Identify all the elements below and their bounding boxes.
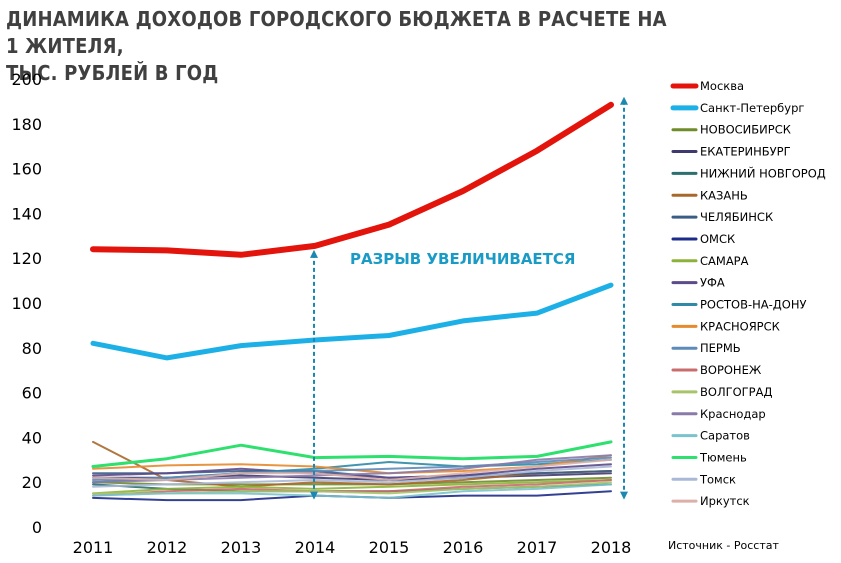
y-tick-label: 160 <box>11 160 42 179</box>
series-line-13 <box>92 456 612 481</box>
series-line-14 <box>92 479 612 497</box>
series-line-2 <box>90 282 614 361</box>
legend-label: ЧЕЛЯБИНСК <box>700 210 773 224</box>
legend: Москва Санкт-Петербург НОВОСИБИРСК ЕКАТЕРИН… <box>670 79 826 508</box>
y-tick-label: 200 <box>11 70 42 89</box>
series-line-10 <box>92 463 612 479</box>
x-tick-label: 2014 <box>295 538 336 557</box>
series-lines <box>90 101 614 502</box>
y-axis-ticks: 0 20 40 60 80 100 120 140 160 180 200 <box>11 70 42 537</box>
chart-title: ДИНАМИКА ДОХОДОВ ГОРОДСКОГО БЮДЖЕТА В РА… <box>6 6 672 87</box>
legend-label: Санкт-Петербург <box>700 101 804 115</box>
series-line-1 <box>90 101 614 258</box>
legend-label: ОМСК <box>700 232 735 246</box>
legend-label: УФА <box>700 276 725 290</box>
y-tick-label: 80 <box>22 339 42 358</box>
legend-label: КРАСНОЯРСК <box>700 319 780 333</box>
legend-label: Томск <box>699 472 736 486</box>
y-tick-label: 120 <box>11 249 42 268</box>
series-line-17 <box>92 483 612 499</box>
gap-arrows <box>310 96 628 500</box>
legend-label: ПЕРМЬ <box>700 341 741 355</box>
y-tick-label: 60 <box>22 384 42 403</box>
x-tick-label: 2011 <box>73 538 114 557</box>
series-line-9 <box>92 479 612 495</box>
x-tick-label: 2018 <box>591 538 632 557</box>
legend-label: КАЗАНЬ <box>700 188 748 202</box>
legend-label: ВОЛГОГРАД <box>700 385 772 399</box>
y-tick-label: 40 <box>22 428 42 447</box>
legend-label: РОСТОВ-НА-ДОНУ <box>700 298 807 312</box>
x-tick-label: 2012 <box>147 538 188 557</box>
legend-label: Москва <box>700 79 744 93</box>
x-tick-label: 2016 <box>443 538 484 557</box>
x-tick-label: 2013 <box>221 538 262 557</box>
y-tick-label: 100 <box>11 294 42 313</box>
x-tick-label: 2017 <box>517 538 558 557</box>
series-line-19 <box>92 465 612 488</box>
legend-label: САМАРА <box>700 254 749 268</box>
series-line-20 <box>92 458 612 481</box>
legend-label: Иркутск <box>700 494 750 508</box>
legend-label: ЕКАТЕРИНБУРГ <box>700 145 791 159</box>
gap-annotation: РАЗРЫВ УВЕЛИЧИВАЕТСЯ <box>350 250 575 268</box>
legend-label: НИЖНИЙ НОВГОРОД <box>700 165 826 180</box>
legend-label: Саратов <box>700 429 750 443</box>
x-tick-label: 2015 <box>369 538 410 557</box>
legend-label: НОВОСИБИРСК <box>700 123 791 137</box>
y-tick-label: 20 <box>22 473 42 492</box>
y-tick-label: 140 <box>11 204 42 223</box>
legend-label: Тюмень <box>699 450 747 464</box>
source-note: Источник - Росстат <box>668 539 779 552</box>
y-tick-label: 0 <box>32 518 42 537</box>
chart-title-line-2: ТЫС. РУБЛЕЙ В ГОД <box>6 61 219 85</box>
series-line-18 <box>91 440 613 468</box>
x-axis-ticks: 2011 2012 2013 2014 2015 2016 2017 2018 <box>73 538 632 557</box>
chart-title-line-1: ДИНАМИКА ДОХОДОВ ГОРОДСКОГО БЮДЖЕТА В РА… <box>6 7 667 58</box>
legend-label: ВОРОНЕЖ <box>700 363 762 377</box>
legend-label: Краснодар <box>700 407 766 421</box>
y-tick-label: 180 <box>11 115 42 134</box>
